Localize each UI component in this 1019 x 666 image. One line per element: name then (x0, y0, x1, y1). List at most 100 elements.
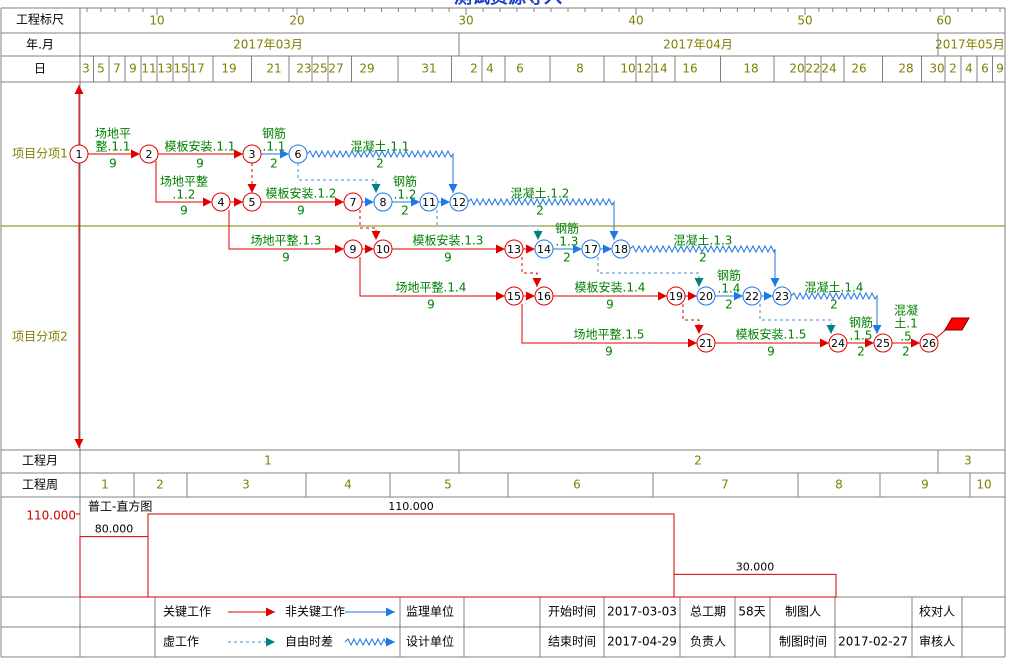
node-label: 10 (376, 243, 390, 256)
activity-name: 场地平整.1.4 (396, 280, 467, 295)
activity-name: 钢筋 (555, 221, 579, 236)
activity-arrow (306, 149, 458, 193)
activity-arrow (155, 161, 212, 207)
activity-arrow (228, 210, 344, 254)
project-week: 10 (976, 478, 991, 492)
node-label: 20 (699, 290, 713, 303)
node-label: 11 (422, 196, 436, 209)
activity-name: .5 (900, 330, 911, 344)
day-label: 21 (266, 62, 281, 76)
node (696, 333, 716, 353)
activity-name: .1.4 (718, 282, 741, 296)
day-label: 10 (620, 62, 635, 76)
project-month: 1 (264, 454, 272, 468)
info-label: 审核人 (919, 634, 955, 649)
day-label: 4 (486, 62, 494, 76)
day-label: 22 (805, 62, 820, 76)
info-value: 2017-03-03 (607, 605, 677, 619)
section-label: 项目分项2 (12, 330, 68, 344)
info-label: 负责人 (690, 635, 726, 649)
activity-name: 土.1 (894, 317, 917, 331)
day-label: 16 (682, 62, 697, 76)
activity-duration: 9 (606, 298, 614, 312)
day-label: 27 (328, 62, 343, 76)
dependency-arrow (597, 257, 704, 287)
node-label: 2 (146, 148, 153, 161)
node (742, 286, 762, 306)
day-label: 25 (312, 62, 327, 76)
info-value: 2017-02-27 (838, 635, 908, 649)
day-label: 15 (173, 62, 188, 76)
activity-duration: 9 (282, 251, 290, 265)
node-label: 25 (876, 337, 890, 350)
month-label: 2017年04月 (663, 38, 733, 52)
project-week: 7 (721, 478, 729, 492)
activity-name: .1.3 (556, 235, 579, 249)
section-label: 项目分项1 (12, 147, 68, 161)
legend-label: 非关键工作 (285, 605, 345, 619)
node-label: 5 (249, 196, 256, 209)
project-month: 3 (964, 454, 972, 468)
node (534, 239, 554, 259)
node (69, 144, 89, 164)
project-week: 3 (242, 478, 250, 492)
day-label: 3 (82, 62, 90, 76)
node (534, 286, 554, 306)
bar-value-label: 110.000 (388, 500, 434, 513)
activity-arrow (790, 291, 882, 334)
activity-duration: 9 (444, 251, 452, 265)
day-label: 2 (470, 62, 478, 76)
ruler-label: 40 (628, 14, 643, 28)
activity-name: 场地平整 (160, 174, 208, 189)
activity-duration: 9 (427, 298, 435, 312)
project-week: 4 (344, 478, 352, 492)
node (343, 239, 363, 259)
day-label: 6 (516, 62, 524, 76)
node (419, 192, 439, 212)
node (242, 144, 262, 164)
node (873, 333, 893, 353)
node-label: 3 (249, 148, 256, 161)
day-label: 26 (851, 62, 866, 76)
node (504, 239, 524, 259)
node (449, 192, 469, 212)
ruler-label: 50 (797, 14, 812, 28)
legend-label: 关键工作 (163, 605, 211, 619)
project-week: 2 (156, 478, 164, 492)
project-week: 9 (921, 478, 929, 492)
node (211, 192, 231, 212)
node-label: 13 (507, 243, 521, 256)
activity-name: 模板安装.1.1 (165, 139, 236, 154)
legend-label: 监理单位 (406, 604, 454, 619)
activity-duration: 2 (902, 345, 910, 359)
activity-name: 钢筋 (262, 126, 286, 141)
activity-name: 钢筋 (717, 268, 741, 283)
activity-duration: 9 (605, 345, 613, 359)
node (288, 144, 308, 164)
row-label: 日 (34, 62, 46, 76)
activity-duration: 2 (376, 157, 384, 171)
activity-name: 模板安装.1.2 (266, 186, 337, 201)
day-label: 12 (636, 62, 651, 76)
node-label: 14 (537, 243, 551, 256)
bar-value-label: 80.000 (95, 523, 134, 536)
activity-name: 混凝土.1.2 (511, 186, 570, 201)
activity-name: 场地平整.1.3 (251, 233, 322, 248)
activity-duration: 2 (725, 298, 733, 312)
activity-name: .1.1 (263, 140, 286, 154)
info-label: 制图时间 (779, 635, 827, 649)
day-label: 2 (949, 62, 957, 76)
activity-name: .1.2 (394, 188, 417, 202)
info-label: 校对人 (919, 604, 955, 619)
node-label: 4 (218, 196, 225, 209)
activity-arrow (629, 244, 780, 287)
node (611, 239, 631, 259)
day-label: 13 (157, 62, 172, 76)
node-label: 7 (350, 196, 357, 209)
activity-name: 钢筋 (393, 174, 417, 189)
project-month: 2 (694, 454, 702, 468)
ruler-label: 60 (936, 14, 951, 28)
activity-duration: 9 (180, 204, 188, 218)
